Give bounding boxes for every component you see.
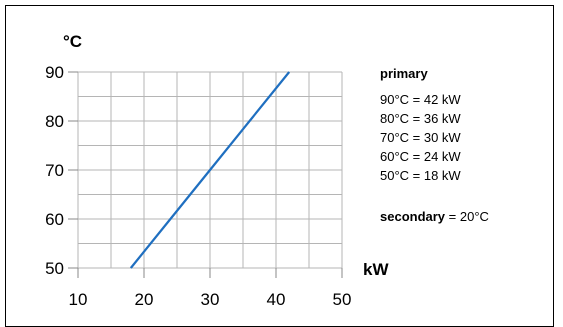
secondary-note: secondary = 20°C (380, 207, 489, 226)
x-axis-unit-label: kW (363, 260, 389, 279)
y-tick-label: 50 (45, 259, 64, 278)
tick-labels: 50 60 70 80 90 10 20 30 40 50 (45, 63, 351, 309)
series-line (129, 71, 291, 269)
x-tick-label: 40 (267, 290, 286, 309)
primary-row-3: 70°C = 30 kW (380, 130, 461, 145)
x-tick-label: 10 (69, 290, 88, 309)
y-tick-label: 70 (45, 161, 64, 180)
series-lines (129, 71, 291, 269)
primary-row-5: 50°C = 18 kW (380, 168, 461, 183)
x-tick-label: 20 (135, 290, 154, 309)
primary-row-2: 80°C = 36 kW (380, 111, 461, 126)
x-tick-label: 30 (201, 290, 220, 309)
y-axis-unit-label: °C (63, 32, 82, 51)
y-tick-label: 60 (45, 210, 64, 229)
x-tick-label: 50 (333, 290, 352, 309)
primary-row-4: 60°C = 24 kW (380, 149, 461, 164)
info-panel: primary 90°C = 42 kW 80°C = 36 kW 70°C =… (380, 64, 489, 226)
primary-row-1: 90°C = 42 kW (380, 92, 461, 107)
grid (77, 71, 343, 269)
axes (68, 71, 343, 278)
secondary-label: secondary (380, 209, 446, 224)
secondary-value: = 20°C (445, 209, 489, 224)
y-tick-label: 80 (45, 112, 64, 131)
primary-heading: primary (380, 66, 428, 81)
y-tick-label: 90 (45, 63, 64, 82)
